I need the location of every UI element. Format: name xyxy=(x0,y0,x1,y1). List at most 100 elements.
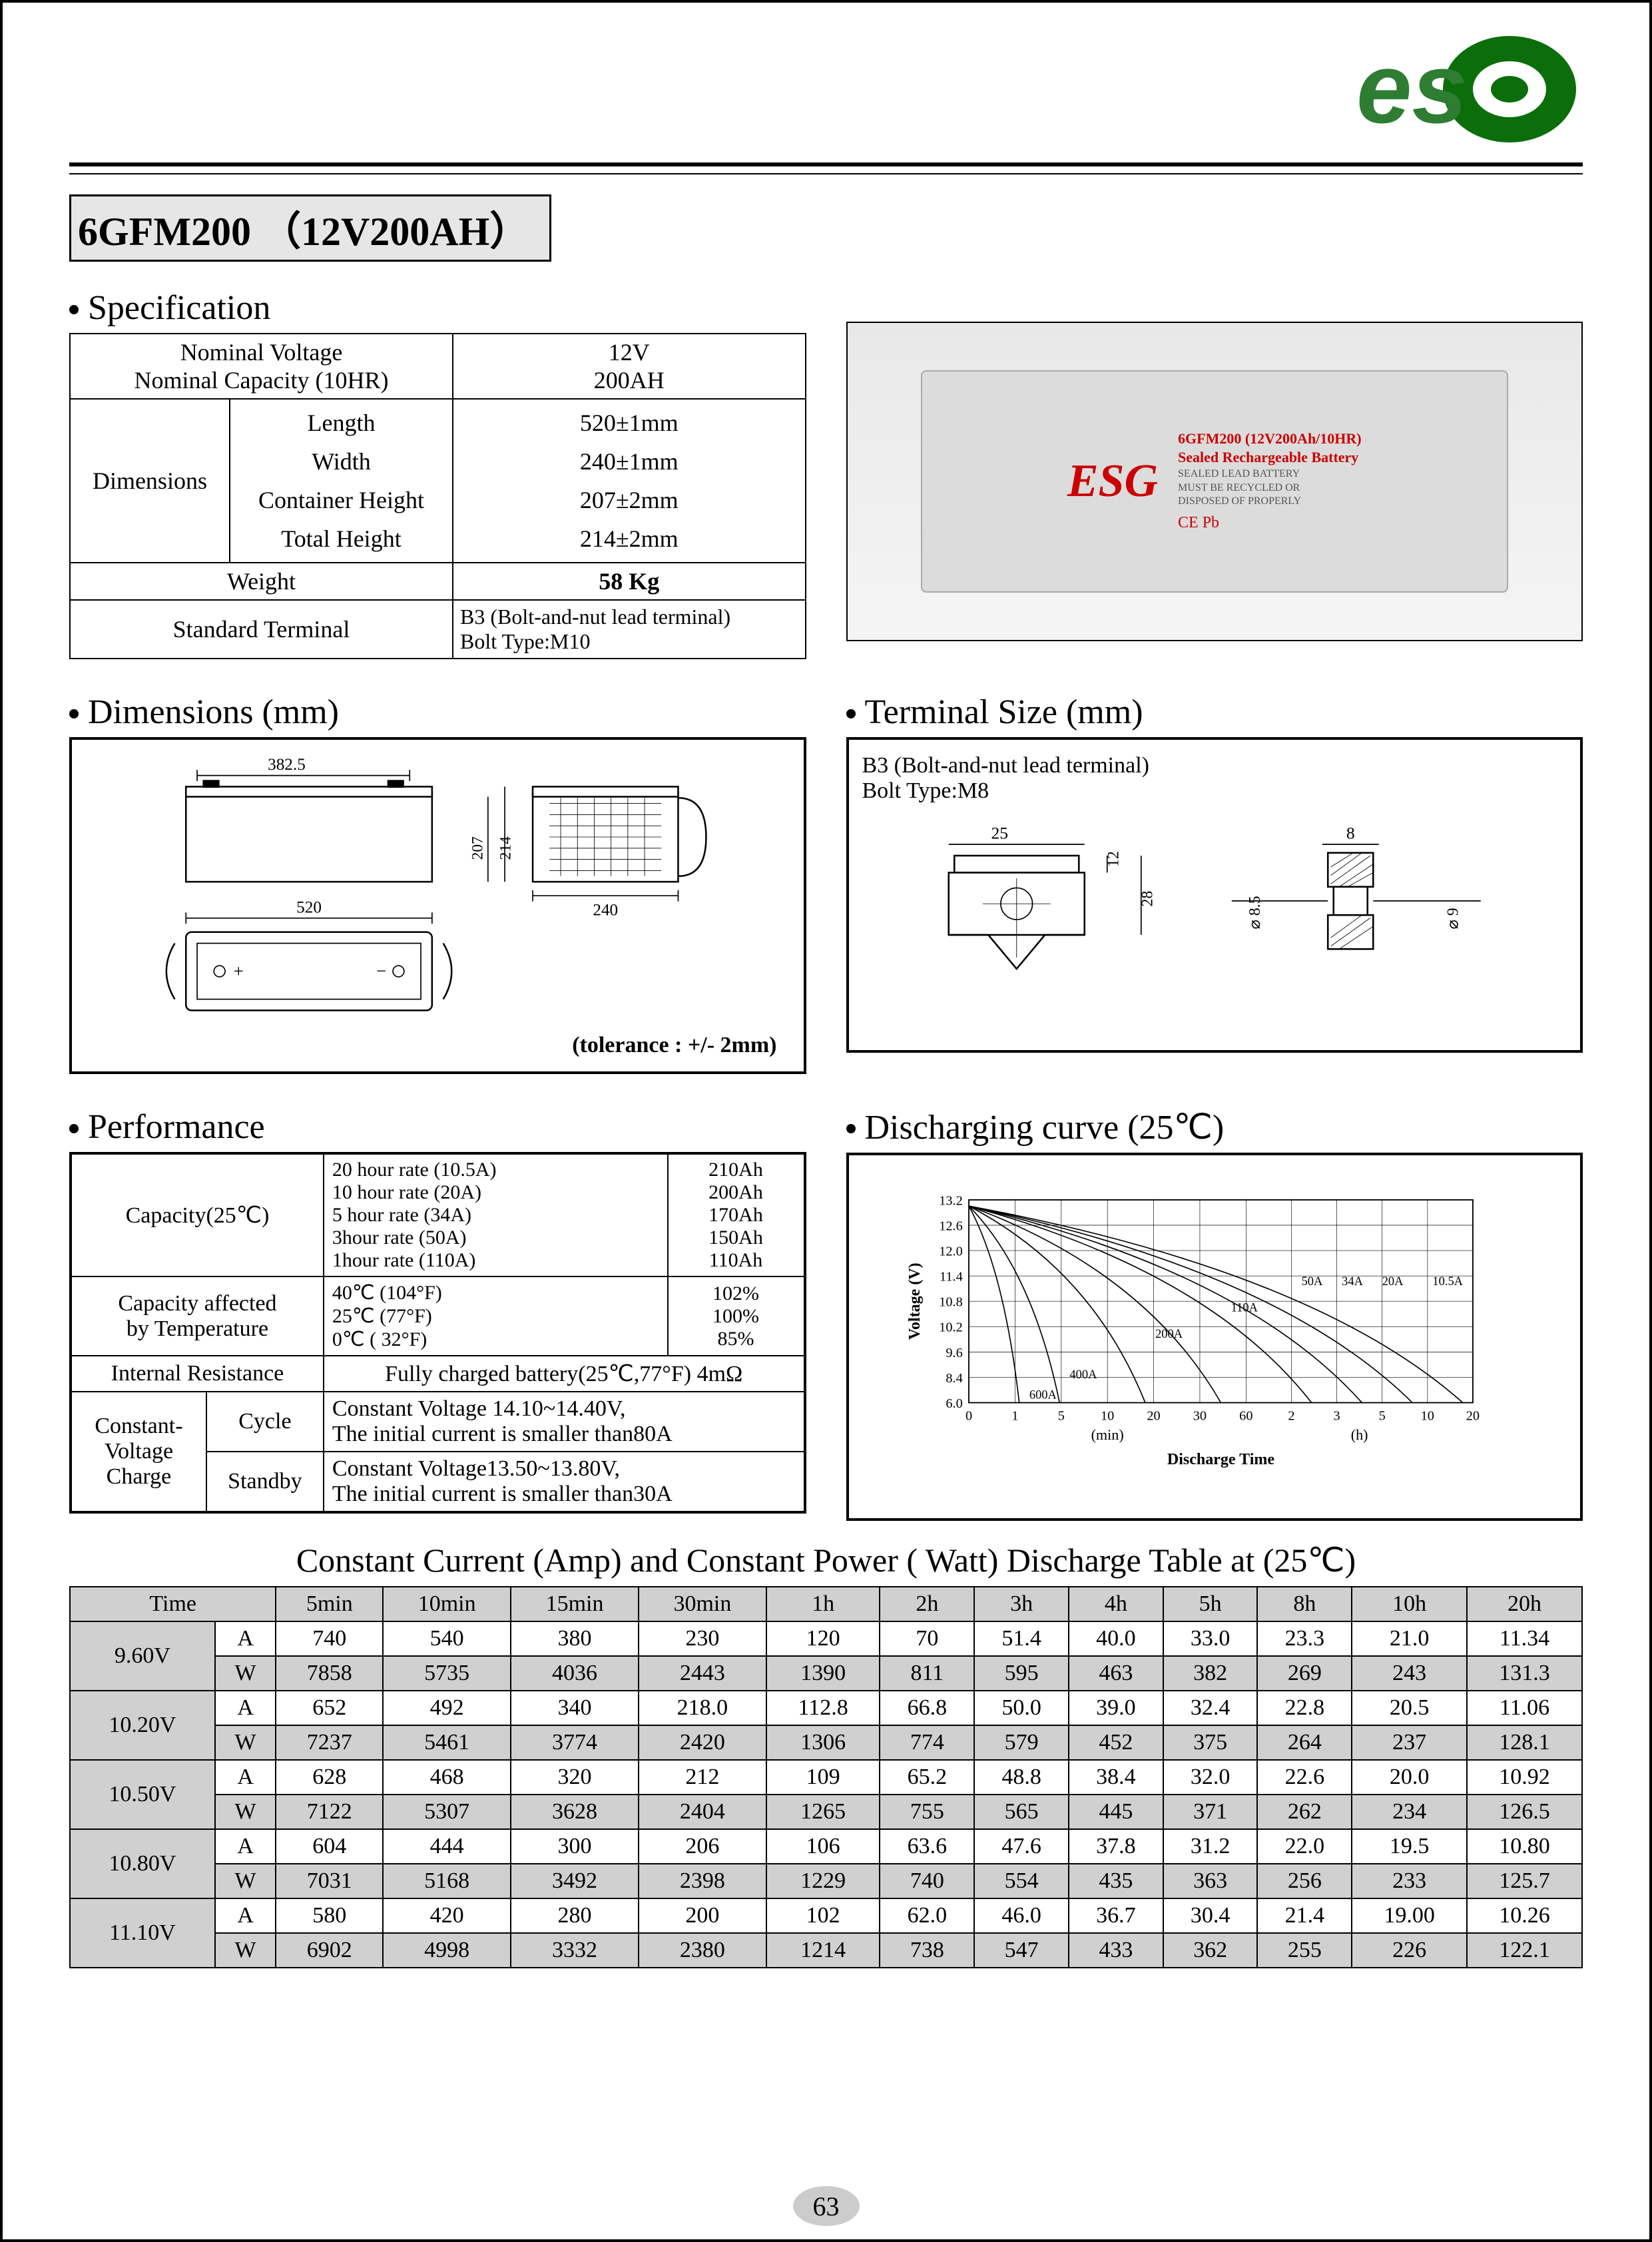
spec-table: Nominal Voltage Nominal Capacity (10HR) … xyxy=(69,333,806,659)
standby-value: Constant Voltage13.50~13.80V, The initia… xyxy=(324,1452,805,1512)
capacity-values: 210Ah 200Ah 170Ah 150Ah 110Ah xyxy=(668,1153,805,1276)
svg-text:207: 207 xyxy=(469,836,486,860)
svg-text:8: 8 xyxy=(1346,824,1354,843)
svg-text:12.6: 12.6 xyxy=(939,1219,963,1233)
capacity-rates: 20 hour rate (10.5A) 10 hour rate (20A) … xyxy=(324,1153,668,1276)
divider-thin xyxy=(69,173,1583,174)
svg-text:8.4: 8.4 xyxy=(946,1371,962,1386)
discharge-curve-chart: 13.2 12.6 12.0 11.4 10.8 10.2 9.6 8.4 6.00 1 5 10 20… xyxy=(846,1153,1583,1521)
svg-text:−: − xyxy=(376,961,386,981)
svg-text:240: 240 xyxy=(593,902,618,920)
terminal-value: B3 (Bolt-and-nut lead terminal) Bolt Typ… xyxy=(453,600,805,659)
terminal-label: Standard Terminal xyxy=(70,600,453,659)
svg-text:10.5A: 10.5A xyxy=(1432,1274,1463,1288)
svg-text:+: + xyxy=(234,961,244,981)
battery-illustration: ESG 6GFM200 (12V200Ah/10HR) Sealed Recha… xyxy=(921,370,1508,592)
temp-values: 102% 100% 85% xyxy=(668,1276,805,1356)
nominal-capacity: 200AH xyxy=(460,366,798,394)
dim-value: 207±2mm xyxy=(460,481,798,519)
tolerance-note: (tolerance : +/- 2mm) xyxy=(85,1033,790,1058)
performance-heading: Performance xyxy=(69,1107,806,1147)
svg-text:(min): (min) xyxy=(1091,1426,1123,1443)
weight-label: Weight xyxy=(70,563,453,600)
svg-text:13.2: 13.2 xyxy=(939,1193,963,1208)
svg-text:400A: 400A xyxy=(1069,1368,1097,1381)
divider xyxy=(69,162,1583,166)
svg-text:520: 520 xyxy=(296,898,322,916)
logo-row: es xyxy=(69,29,1583,149)
discharge-table: Time5min10min15min30min1h2h3h4h5h8h10h20… xyxy=(69,1586,1583,1968)
ir-label: Internal Resistance xyxy=(71,1356,324,1392)
svg-text:(h): (h) xyxy=(1350,1426,1368,1443)
terminal-heading: Terminal Size (mm) xyxy=(846,693,1583,732)
dimensions-label: Dimensions xyxy=(70,399,230,563)
spec-heading-text: Specification xyxy=(88,288,270,328)
product-title: 6GFM200 （12V200AH） xyxy=(69,194,551,262)
discharge-table-heading: Constant Current (Amp) and Constant Powe… xyxy=(69,1541,1583,1579)
svg-text:⌀ 8.5: ⌀ 8.5 xyxy=(1246,896,1264,929)
nominal-capacity-label: Nominal Capacity (10HR) xyxy=(77,366,445,394)
temp-label: Capacity affected by Temperature xyxy=(71,1276,324,1356)
dimensions-diagram: 382.5 xyxy=(69,737,806,1074)
svg-text:5: 5 xyxy=(1057,1408,1064,1423)
weight-value: 58 Kg xyxy=(599,568,659,595)
cycle-value: Constant Voltage 14.10~14.40V, The initi… xyxy=(324,1392,805,1452)
dim-label: Length xyxy=(237,404,445,442)
row-perf: Performance Capacity(25℃) 20 hour rate (… xyxy=(69,1094,1583,1521)
svg-text:5: 5 xyxy=(1378,1408,1385,1423)
brand-logo-icon: es xyxy=(1343,29,1583,149)
nominal-voltage: 12V xyxy=(460,338,798,366)
svg-text:110A: 110A xyxy=(1231,1300,1258,1314)
svg-text:10: 10 xyxy=(1420,1408,1434,1423)
svg-text:214: 214 xyxy=(497,836,514,860)
svg-text:20A: 20A xyxy=(1382,1274,1403,1288)
svg-text:10: 10 xyxy=(1101,1408,1114,1423)
svg-text:Voltage (V): Voltage (V) xyxy=(906,1262,924,1340)
row-diagrams: Dimensions (mm) 382.5 xyxy=(69,679,1583,1074)
svg-text:1: 1 xyxy=(1011,1408,1018,1423)
svg-text:10.2: 10.2 xyxy=(939,1320,963,1335)
bullet-icon xyxy=(846,1124,856,1133)
svg-text:2: 2 xyxy=(1288,1408,1294,1423)
svg-text:60: 60 xyxy=(1239,1408,1252,1423)
svg-text:25: 25 xyxy=(991,824,1008,843)
row-spec: Specification Nominal Voltage Nominal Ca… xyxy=(69,275,1583,659)
nominal-voltage-label: Nominal Voltage xyxy=(77,338,445,366)
dim-value: 240±1mm xyxy=(460,442,798,481)
svg-text:12.0: 12.0 xyxy=(939,1244,963,1259)
discharge-curve-heading: Discharging curve (25℃) xyxy=(846,1107,1583,1147)
svg-text:0: 0 xyxy=(965,1408,971,1423)
terminal-note: B3 (Bolt-and-nut lead terminal) Bolt Typ… xyxy=(862,753,1567,804)
bullet-icon xyxy=(69,305,79,314)
spec-heading: Specification xyxy=(69,288,806,328)
terminal-diagram: B3 (Bolt-and-nut lead terminal) Bolt Typ… xyxy=(846,737,1583,1053)
page-number: 63 xyxy=(793,2186,860,2226)
product-photo: ESG 6GFM200 (12V200Ah/10HR) Sealed Recha… xyxy=(846,322,1583,641)
page: es 6GFM200 （12V200AH） Specification Nomi… xyxy=(0,0,1652,2242)
svg-text:34A: 34A xyxy=(1342,1274,1363,1288)
svg-text:10.8: 10.8 xyxy=(939,1295,963,1310)
dimensions-heading: Dimensions (mm) xyxy=(69,693,806,732)
cvc-label: Constant- Voltage Charge xyxy=(71,1392,206,1512)
svg-text:12: 12 xyxy=(1105,851,1122,867)
dim-value: 214±2mm xyxy=(460,519,798,558)
dim-label: Container Height xyxy=(237,481,445,519)
svg-text:20: 20 xyxy=(1147,1408,1160,1423)
svg-text:11.4: 11.4 xyxy=(940,1270,963,1284)
temp-conditions: 40℃ (104°F) 25℃ (77°F) 0℃ ( 32°F) xyxy=(324,1276,668,1356)
ir-value: Fully charged battery(25℃,77°F) 4mΩ xyxy=(324,1356,805,1392)
svg-text:es: es xyxy=(1356,32,1468,144)
battery-label-text: 6GFM200 (12V200Ah/10HR) Sealed Rechargea… xyxy=(1178,429,1362,534)
svg-text:3: 3 xyxy=(1333,1408,1340,1423)
dim-label: Width xyxy=(237,442,445,481)
svg-text:200A: 200A xyxy=(1155,1327,1183,1340)
svg-text:⌀ 9: ⌀ 9 xyxy=(1444,908,1462,929)
svg-text:Discharge Time: Discharge Time xyxy=(1167,1451,1274,1468)
dim-value: 520±1mm xyxy=(460,404,798,442)
svg-text:6.0: 6.0 xyxy=(946,1396,962,1411)
performance-table: Capacity(25℃) 20 hour rate (10.5A) 10 ho… xyxy=(69,1152,806,1514)
bullet-icon xyxy=(69,709,79,718)
svg-text:9.6: 9.6 xyxy=(946,1346,962,1360)
dim-label: Total Height xyxy=(237,519,445,558)
cycle-label: Cycle xyxy=(206,1392,324,1452)
